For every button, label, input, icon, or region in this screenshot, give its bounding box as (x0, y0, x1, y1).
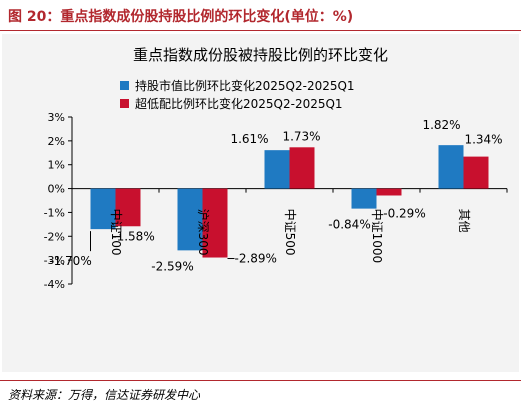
legend-label-series-1: 持股市值比例环比变化2025Q2-2025Q1 (135, 78, 355, 93)
y-tick-label: -2% (44, 230, 65, 243)
y-tick-label: 2% (48, 135, 65, 148)
data-label: -2.89% (235, 252, 277, 266)
category-label: 中证1000 (370, 209, 385, 264)
bar-chart: 3% 2% 1% 0% -1% -2% -3% -4% 中证100 沪深300 中证500 中证100… (44, 111, 508, 291)
chart-area: 重点指数成份股被持股比例的环比变化 持股市值比例环比变化2025Q2-2025Q… (2, 34, 519, 372)
category-label: 中证100 (109, 209, 124, 256)
y-tick-label: 0% (48, 183, 65, 196)
chart-title: 重点指数成份股被持股比例的环比变化 (132, 46, 388, 64)
y-tick-label: -4% (44, 278, 65, 291)
legend-label-series-2: 超低配比例环比变化2025Q2-2025Q1 (135, 96, 343, 111)
legend-swatch-series-1 (120, 80, 129, 90)
data-label: -1.58% (112, 229, 154, 243)
data-label: -1.70% (49, 254, 91, 268)
data-label: 1.34% (464, 133, 502, 147)
source-note: 资料来源：万得，信达证券研发中心 (8, 388, 201, 402)
title-rule (0, 30, 521, 31)
figure-title: 图 20：重点指数成份股持股比例的环比变化(单位：%) (8, 9, 354, 25)
legend-item-series-1: 持股市值比例环比变化2025Q2-2025Q1 (120, 76, 355, 94)
category-label: 沪深300 (196, 209, 210, 256)
legend-swatch-series-2 (120, 98, 129, 108)
data-label: -0.29% (383, 206, 425, 220)
bar-series-1 (438, 145, 464, 189)
bar-series-1 (177, 188, 203, 251)
bar-series-2 (202, 188, 228, 258)
bar-series-1 (264, 150, 290, 189)
legend-item-series-2: 超低配比例环比变化2025Q2-2025Q1 (120, 94, 355, 112)
y-tick-label: -1% (44, 206, 65, 219)
bar-series-2 (289, 147, 315, 189)
category-label: 其他 (457, 209, 471, 233)
bar-series-2 (376, 188, 402, 196)
category-label: 中证500 (283, 209, 298, 256)
bar-series-1 (90, 188, 116, 230)
legend: 持股市值比例环比变化2025Q2-2025Q1 超低配比例环比变化2025Q2-… (120, 76, 355, 112)
data-label: -2.59% (151, 259, 193, 273)
data-label: 1.82% (422, 118, 460, 132)
bar-series-2 (463, 156, 489, 189)
y-tick-label: -3% (44, 254, 65, 267)
data-label: -0.84% (328, 218, 370, 232)
bar-series-1 (351, 188, 377, 209)
bar-series-2 (115, 188, 141, 227)
data-label: 1.61% (230, 132, 268, 146)
bottom-rule (0, 380, 521, 381)
y-tick-label: 1% (48, 159, 65, 172)
data-label: 1.73% (282, 129, 320, 143)
y-tick-label: 3% (48, 111, 65, 124)
